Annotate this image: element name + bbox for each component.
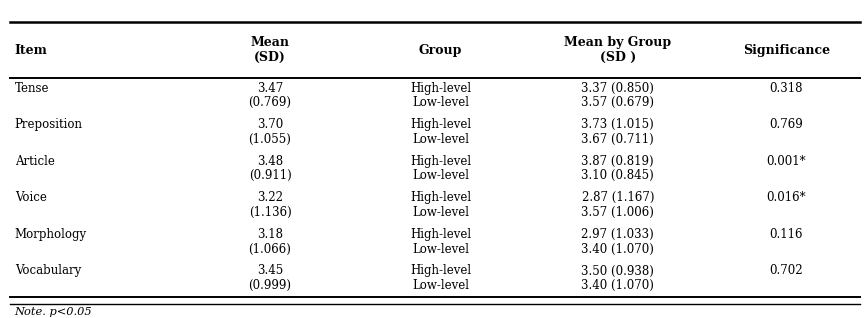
Text: Morphology: Morphology bbox=[15, 228, 86, 241]
Text: (1.055): (1.055) bbox=[249, 133, 291, 146]
Text: 0.116: 0.116 bbox=[770, 228, 803, 241]
Text: Mean by Group
(SD ): Mean by Group (SD ) bbox=[564, 36, 671, 64]
Text: 3.45: 3.45 bbox=[257, 265, 283, 278]
Text: 0.702: 0.702 bbox=[770, 265, 803, 278]
Text: (0.999): (0.999) bbox=[249, 279, 291, 292]
Text: 3.87 (0.819): 3.87 (0.819) bbox=[581, 155, 654, 168]
Text: 3.37 (0.850): 3.37 (0.850) bbox=[581, 82, 654, 95]
Text: 0.001*: 0.001* bbox=[766, 155, 806, 168]
Text: Vocabulary: Vocabulary bbox=[15, 265, 81, 278]
Text: 0.016*: 0.016* bbox=[766, 191, 806, 204]
Text: Note. p<0.05: Note. p<0.05 bbox=[15, 307, 92, 317]
Text: 0.318: 0.318 bbox=[770, 82, 803, 95]
Text: High-level: High-level bbox=[410, 265, 471, 278]
Text: Article: Article bbox=[15, 155, 54, 168]
Text: Low-level: Low-level bbox=[412, 279, 469, 292]
Text: High-level: High-level bbox=[410, 191, 471, 204]
Text: High-level: High-level bbox=[410, 155, 471, 168]
Text: 3.48: 3.48 bbox=[257, 155, 283, 168]
Text: (0.911): (0.911) bbox=[249, 169, 291, 183]
Text: 3.67 (0.711): 3.67 (0.711) bbox=[581, 133, 654, 146]
Text: (0.769): (0.769) bbox=[249, 96, 291, 109]
Text: 3.40 (1.070): 3.40 (1.070) bbox=[581, 243, 654, 256]
Text: Low-level: Low-level bbox=[412, 169, 469, 183]
Text: 0.769: 0.769 bbox=[769, 118, 804, 131]
Text: 3.18: 3.18 bbox=[257, 228, 283, 241]
Text: 3.50 (0.938): 3.50 (0.938) bbox=[581, 265, 654, 278]
Text: Item: Item bbox=[15, 44, 48, 57]
Text: 3.40 (1.070): 3.40 (1.070) bbox=[581, 279, 654, 292]
Text: 2.87 (1.167): 2.87 (1.167) bbox=[581, 191, 654, 204]
Text: Low-level: Low-level bbox=[412, 133, 469, 146]
Text: 3.57 (1.006): 3.57 (1.006) bbox=[581, 206, 654, 219]
Text: 3.10 (0.845): 3.10 (0.845) bbox=[581, 169, 654, 183]
Text: Low-level: Low-level bbox=[412, 243, 469, 256]
Text: 3.70: 3.70 bbox=[257, 118, 283, 131]
Text: 3.57 (0.679): 3.57 (0.679) bbox=[581, 96, 654, 109]
Text: (1.136): (1.136) bbox=[249, 206, 291, 219]
Text: Group: Group bbox=[419, 44, 462, 57]
Text: High-level: High-level bbox=[410, 82, 471, 95]
Text: Mean
(SD): Mean (SD) bbox=[251, 36, 289, 64]
Text: 3.47: 3.47 bbox=[257, 82, 283, 95]
Text: Preposition: Preposition bbox=[15, 118, 83, 131]
Text: High-level: High-level bbox=[410, 118, 471, 131]
Text: Tense: Tense bbox=[15, 82, 49, 95]
Text: Low-level: Low-level bbox=[412, 96, 469, 109]
Text: High-level: High-level bbox=[410, 228, 471, 241]
Text: 3.22: 3.22 bbox=[257, 191, 283, 204]
Text: Low-level: Low-level bbox=[412, 206, 469, 219]
Text: 3.73 (1.015): 3.73 (1.015) bbox=[581, 118, 654, 131]
Text: Significance: Significance bbox=[743, 44, 829, 57]
Text: 2.97 (1.033): 2.97 (1.033) bbox=[581, 228, 654, 241]
Text: (1.066): (1.066) bbox=[249, 243, 291, 256]
Text: Voice: Voice bbox=[15, 191, 47, 204]
